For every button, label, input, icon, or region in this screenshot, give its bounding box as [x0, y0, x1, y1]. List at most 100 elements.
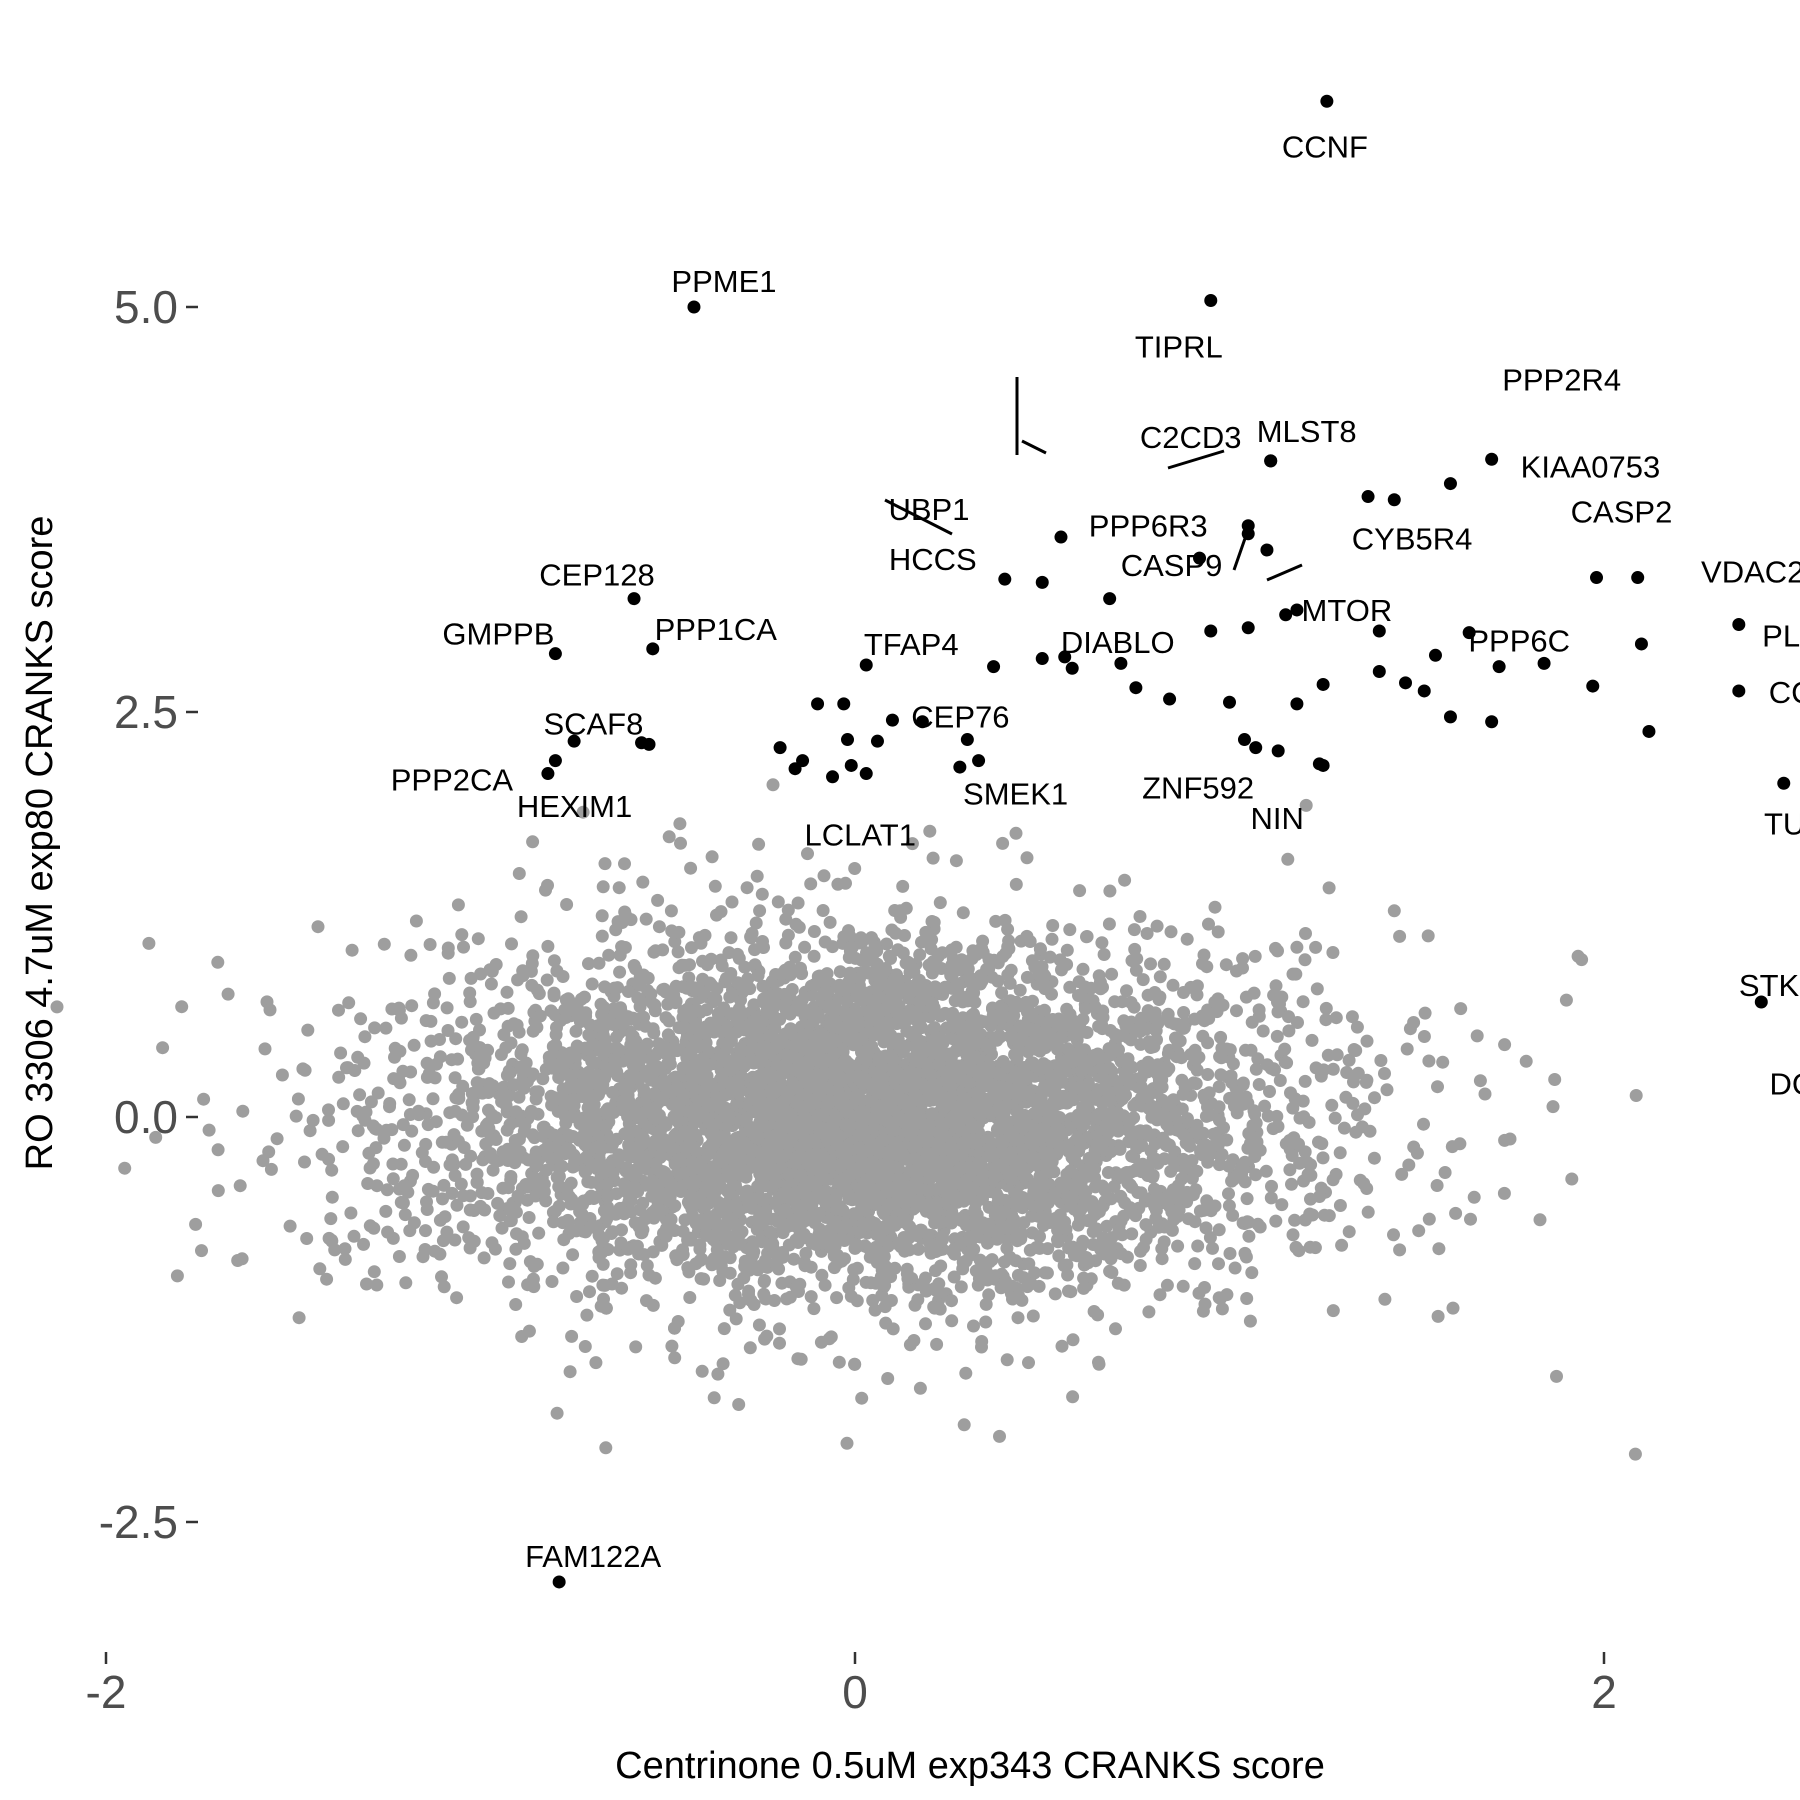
background-point — [1565, 1172, 1579, 1186]
background-point — [466, 1030, 480, 1044]
background-point — [728, 1288, 742, 1302]
background-point — [527, 1280, 541, 1294]
background-point — [296, 1062, 310, 1076]
background-point — [839, 876, 852, 890]
background-point — [791, 1352, 805, 1366]
background-point — [1125, 1149, 1139, 1163]
background-point — [981, 1236, 994, 1250]
background-point — [945, 943, 959, 957]
background-point — [1103, 884, 1117, 898]
background-point — [455, 928, 469, 942]
background-point — [324, 1212, 338, 1226]
background-point — [275, 1068, 289, 1082]
background-point — [536, 1120, 550, 1134]
background-point — [887, 1214, 901, 1228]
background-point — [979, 1315, 993, 1329]
background-point — [1264, 1191, 1278, 1205]
background-point — [671, 1251, 685, 1265]
background-point — [1303, 1207, 1317, 1221]
background-point — [1045, 932, 1059, 946]
background-point — [1199, 1221, 1213, 1235]
background-point — [1464, 1212, 1477, 1226]
background-point — [463, 1203, 477, 1217]
background-point — [1155, 1252, 1169, 1266]
background-point — [482, 1103, 495, 1117]
background-point — [1025, 1226, 1039, 1240]
background-point — [377, 937, 391, 951]
background-point — [1453, 1137, 1467, 1151]
background-point — [370, 1179, 384, 1193]
background-point — [848, 1357, 862, 1371]
background-point — [609, 1002, 623, 1016]
background-point — [734, 1008, 748, 1022]
background-point — [362, 1146, 376, 1160]
background-point — [433, 1247, 447, 1261]
background-point — [562, 1129, 576, 1142]
background-point — [1285, 1149, 1299, 1162]
background-point — [1305, 1033, 1319, 1047]
background-point — [725, 895, 739, 909]
background-point — [419, 1224, 432, 1238]
background-point — [311, 920, 325, 934]
background-point — [996, 836, 1010, 850]
background-point — [522, 1324, 536, 1338]
background-point — [1470, 1029, 1484, 1043]
background-point — [595, 1234, 609, 1248]
background-point — [360, 1277, 373, 1291]
background-point — [397, 1179, 411, 1193]
background-point — [1328, 1111, 1342, 1125]
background-point — [1208, 900, 1222, 914]
background-point — [1238, 1246, 1252, 1260]
background-point — [557, 1233, 571, 1247]
background-point — [1438, 1166, 1452, 1179]
background-point — [424, 1014, 438, 1028]
background-point — [298, 1155, 311, 1169]
background-point — [368, 1021, 382, 1035]
background-point — [759, 1292, 773, 1306]
background-point — [456, 1189, 470, 1203]
background-point — [597, 1292, 610, 1306]
background-point — [1240, 1292, 1254, 1305]
background-point — [1347, 1043, 1361, 1056]
background-point — [715, 959, 729, 973]
background-point — [556, 1261, 570, 1275]
background-point — [1020, 970, 1034, 984]
background-point — [596, 880, 610, 894]
background-point — [397, 1138, 411, 1152]
background-point — [601, 1190, 615, 1204]
background-point — [231, 1254, 245, 1267]
background-point — [685, 1201, 699, 1215]
background-point — [1436, 1055, 1450, 1069]
background-point — [815, 1268, 829, 1282]
background-point — [1417, 1030, 1431, 1043]
background-point — [895, 1173, 909, 1187]
background-point — [1191, 1239, 1205, 1253]
background-point — [1497, 1186, 1511, 1200]
background-point — [1025, 1009, 1039, 1023]
background-point — [919, 1284, 933, 1298]
background-point — [1326, 1304, 1340, 1318]
background-point — [812, 1227, 826, 1241]
background-point — [289, 1109, 303, 1123]
background-point — [1337, 1121, 1351, 1135]
background-point — [683, 1291, 697, 1304]
background-point — [1055, 1339, 1069, 1353]
background-point — [1144, 957, 1157, 971]
background-point — [1153, 1288, 1167, 1302]
background-point — [1313, 1190, 1326, 1203]
background-point — [1174, 1051, 1188, 1065]
background-point — [1367, 1151, 1381, 1165]
background-point — [211, 1143, 225, 1157]
background-point — [707, 1391, 721, 1405]
background-point — [502, 1275, 515, 1289]
background-point — [1009, 877, 1023, 891]
background-point — [1498, 1133, 1512, 1147]
background-point — [455, 1015, 469, 1029]
background-point — [1275, 1198, 1289, 1212]
background-point — [665, 1339, 679, 1353]
background-point — [1251, 1217, 1265, 1231]
background-point — [486, 1163, 500, 1177]
background-point — [118, 1161, 132, 1175]
background-point — [394, 1195, 408, 1209]
background-point — [1157, 1235, 1171, 1249]
